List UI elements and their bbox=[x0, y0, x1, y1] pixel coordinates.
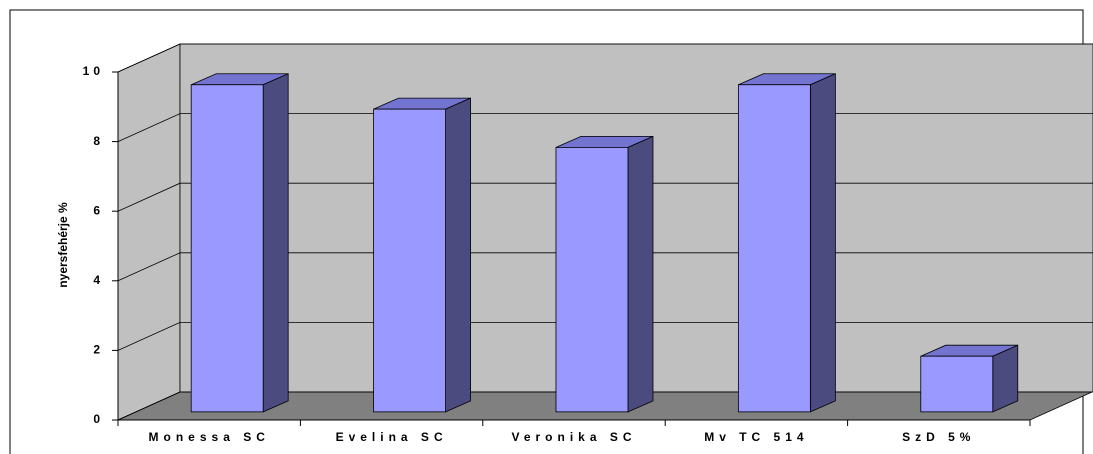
bar-side bbox=[627, 135, 654, 413]
left-wall bbox=[117, 43, 181, 421]
y-axis-label: nyersfehérje % bbox=[56, 202, 70, 288]
x-tick-label: Evelina SC bbox=[336, 430, 448, 444]
x-tick-label: Veronika SC bbox=[511, 430, 636, 444]
x-tick-label: Mv TC 514 bbox=[704, 430, 808, 444]
grid-line bbox=[117, 43, 1093, 73]
bar bbox=[555, 146, 629, 413]
bar-side bbox=[262, 73, 289, 413]
bar-side bbox=[809, 73, 836, 413]
bar bbox=[190, 84, 264, 413]
y-tick-label: 2 bbox=[93, 343, 104, 357]
bar bbox=[920, 355, 994, 413]
bar-side bbox=[445, 97, 471, 413]
bar bbox=[373, 108, 446, 413]
y-tick-label: 8 bbox=[93, 134, 104, 148]
bar bbox=[737, 84, 811, 413]
y-tick-label: 6 bbox=[93, 203, 104, 217]
y-tick-label: 0 bbox=[93, 412, 104, 426]
x-tick-label: Monessa SC bbox=[149, 430, 270, 444]
y-tick-label: 4 bbox=[93, 273, 104, 287]
y-tick-label: 10 bbox=[83, 64, 104, 78]
bar-side bbox=[992, 344, 1019, 413]
x-tick-label: SzD 5% bbox=[902, 430, 975, 444]
plot-area: 0 2 4 6 8 10 Monessa SC Evelina SC Veronika SC Mv… bbox=[83, 43, 1093, 444]
